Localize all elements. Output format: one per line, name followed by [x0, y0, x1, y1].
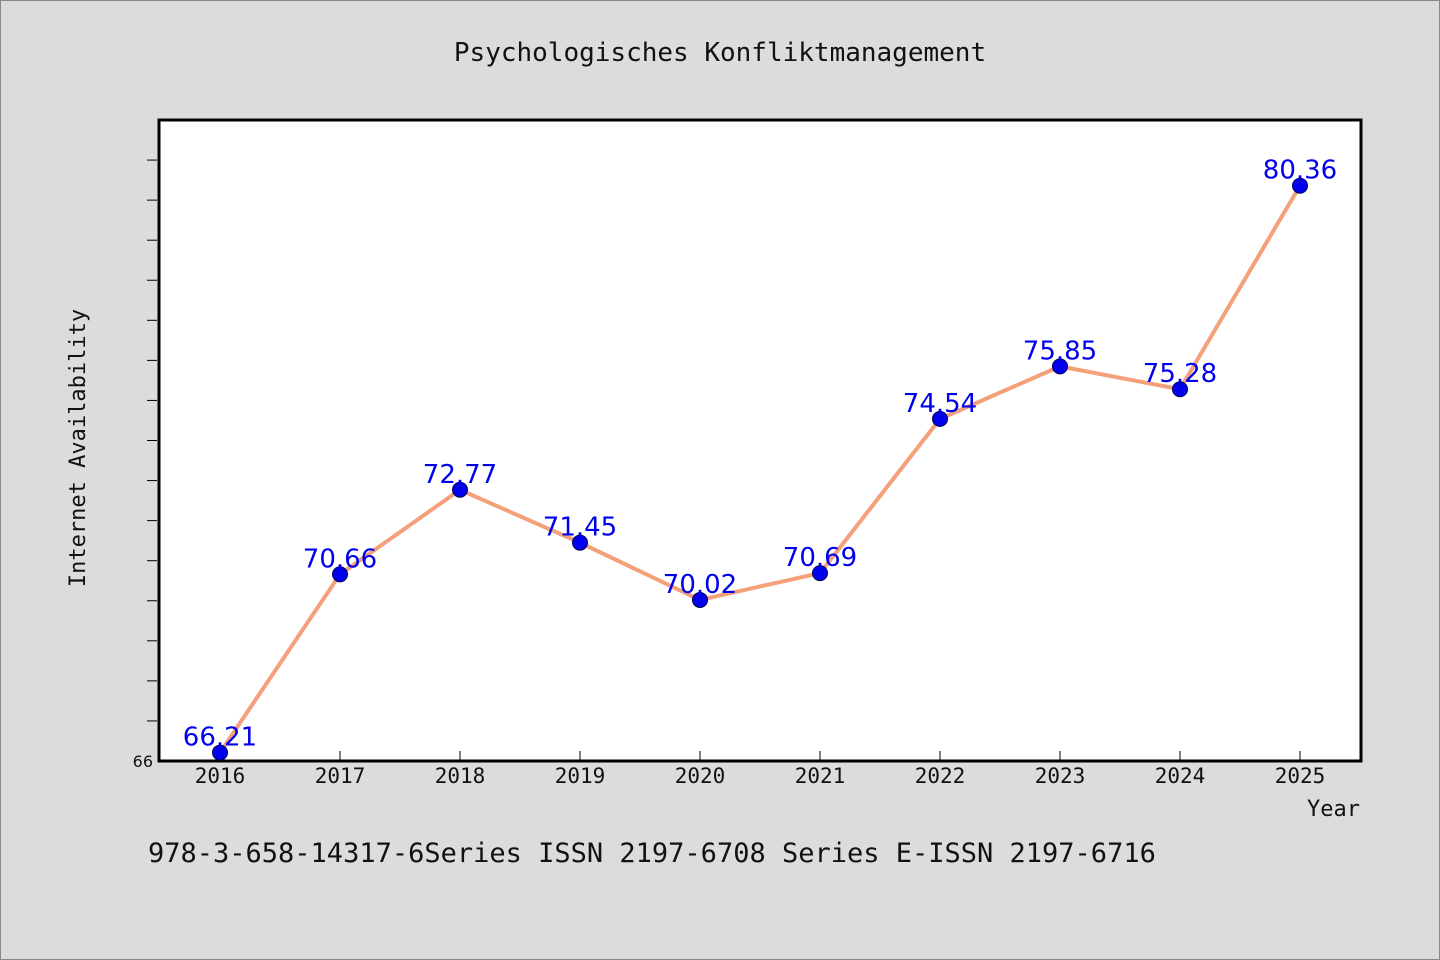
- x-tick-label: 2023: [1035, 764, 1086, 788]
- chart-title: Psychologisches Konfliktmanagement: [454, 38, 986, 68]
- y-tick-label: 66: [133, 752, 153, 771]
- data-label: 71.45: [543, 513, 617, 543]
- data-label: 70.69: [783, 543, 857, 573]
- x-axis-ticks: 2016 2017 2018 2019 2020 2021 2022 2023 2024 2025: [195, 751, 1326, 788]
- x-tick-label: 2022: [915, 764, 966, 788]
- x-tick-label: 2024: [1155, 764, 1206, 788]
- data-point: [932, 410, 948, 427]
- y-axis-label: Internet Availability: [66, 309, 91, 587]
- x-tick-label: 2020: [675, 764, 726, 788]
- footer-text: 978-3-658-14317-6Series ISSN 2197-6708 S…: [148, 838, 1156, 869]
- data-point: [452, 481, 468, 498]
- x-axis-label: Year: [1307, 797, 1360, 822]
- x-tick-label: 2018: [435, 764, 486, 788]
- series-layer: 66.21 70.66 72.77 71.45 70.02 70.69 74.54 75.85…: [183, 156, 1337, 761]
- data-label: 70.02: [663, 570, 737, 600]
- data-point: [692, 591, 708, 608]
- data-label: 75.28: [1143, 359, 1217, 389]
- x-tick-label: 2021: [795, 764, 846, 788]
- data-label: 70.66: [303, 544, 377, 574]
- data-point: [812, 565, 828, 582]
- y-axis-ticks: 66: [133, 159, 157, 771]
- x-tick-label: 2017: [315, 764, 366, 788]
- data-point: [332, 566, 348, 583]
- data-label: 72.77: [423, 460, 497, 490]
- data-label: 75.85: [1023, 336, 1097, 366]
- series-line: [218, 183, 1302, 755]
- x-tick-label: 2019: [555, 764, 606, 788]
- x-tick-label: 2016: [195, 764, 246, 788]
- data-point: [1052, 358, 1068, 375]
- data-label: 66.21: [183, 723, 257, 753]
- data-point: [572, 534, 588, 551]
- data-label: 80.36: [1263, 156, 1337, 186]
- data-point: [1172, 381, 1188, 398]
- x-tick-label: 2025: [1275, 764, 1326, 788]
- plot-area: [157, 118, 1363, 763]
- data-label: 74.54: [903, 389, 977, 419]
- data-point: [1292, 177, 1308, 194]
- data-point: [212, 744, 228, 761]
